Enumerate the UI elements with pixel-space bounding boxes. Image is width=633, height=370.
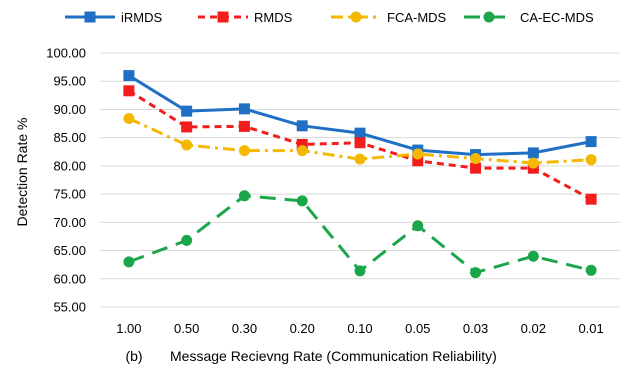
- data-point: [585, 193, 597, 205]
- legend-item-ca-ec-mds: CA-EC-MDS: [464, 10, 594, 25]
- data-point: [527, 250, 539, 262]
- data-point: [412, 148, 424, 160]
- data-point: [296, 145, 308, 157]
- series-group: [123, 70, 597, 279]
- data-point: [181, 234, 193, 246]
- series-ca-ec-mds: [123, 190, 597, 279]
- y-tick-label: 70.00: [53, 215, 86, 230]
- legend-item-fca-mds: FCA-MDS: [331, 10, 447, 25]
- data-point: [123, 85, 135, 97]
- x-tick-label: 0.01: [578, 321, 603, 336]
- data-point: [238, 120, 250, 132]
- data-point: [181, 121, 193, 133]
- x-tick-label: 0.30: [232, 321, 257, 336]
- data-point: [412, 220, 424, 232]
- x-tick-label: 0.05: [405, 321, 430, 336]
- x-tick-label: 0.02: [521, 321, 546, 336]
- data-point: [354, 153, 366, 165]
- data-point: [527, 157, 539, 169]
- data-point: [470, 267, 482, 279]
- x-tick-label: 0.03: [463, 321, 488, 336]
- data-point: [527, 147, 539, 159]
- data-point: [470, 162, 482, 174]
- y-tick-label: 100.00: [46, 46, 86, 61]
- x-tick-label: 0.50: [174, 321, 199, 336]
- data-point: [181, 105, 193, 117]
- data-point: [238, 190, 250, 202]
- legend-label: CA-EC-MDS: [520, 10, 594, 25]
- legend-marker: [84, 11, 96, 23]
- data-point: [123, 112, 135, 124]
- legend-marker: [217, 11, 229, 23]
- series-rmds: [123, 85, 597, 205]
- x-tick-label: 0.20: [290, 321, 315, 336]
- data-point: [123, 70, 135, 82]
- series-line: [128, 194, 592, 275]
- y-tick-label: 80.00: [53, 158, 86, 173]
- data-point: [296, 120, 308, 132]
- series-line: [128, 117, 592, 165]
- y-axis-label: Detection Rate %: [14, 118, 30, 227]
- legend-label: iRMDS: [121, 10, 162, 25]
- legend-item-rmds: RMDS: [198, 10, 293, 25]
- y-tick-label: 65.00: [53, 243, 86, 258]
- y-tick-label: 55.00: [53, 300, 86, 315]
- data-point: [296, 195, 308, 207]
- legend-label: RMDS: [254, 10, 293, 25]
- x-tick-label: 1.00: [116, 321, 141, 336]
- data-point: [412, 155, 424, 167]
- y-tick-label: 75.00: [53, 187, 86, 202]
- y-tick-label: 85.00: [53, 130, 86, 145]
- data-point: [123, 256, 135, 268]
- x-tick-labels: 1.00 0.50 0.30 0.20 0.10 0.05 0.03 0.02 0.01: [116, 321, 604, 336]
- y-tick-label: 90.00: [53, 102, 86, 117]
- data-point: [354, 265, 366, 277]
- y-tick-label: 95.00: [53, 74, 86, 89]
- panel-label: (b): [125, 348, 142, 364]
- legend-marker: [350, 11, 362, 23]
- data-point: [585, 154, 597, 166]
- legend-item-irmds: iRMDS: [65, 10, 162, 25]
- legend-label: FCA-MDS: [387, 10, 447, 25]
- x-axis-label: Message Recievng Rate (Communication Rel…: [170, 348, 497, 364]
- data-point: [354, 137, 366, 149]
- y-tick-labels: 55.00 60.00 65.00 70.00 75.00 80.00 85.00 90.00…: [46, 46, 86, 315]
- series-fca-mds: [123, 112, 597, 169]
- legend: iRMDS RMDS FCA-MDS CA-EC-MDS: [65, 10, 594, 25]
- y-tick-label: 60.00: [53, 271, 86, 286]
- data-point: [238, 103, 250, 115]
- data-point: [181, 139, 193, 151]
- data-point: [470, 153, 482, 165]
- data-point: [296, 138, 308, 150]
- x-tick-label: 0.10: [347, 321, 372, 336]
- legend-marker: [483, 11, 495, 23]
- data-point: [585, 264, 597, 276]
- data-point: [238, 145, 250, 157]
- data-point: [354, 127, 366, 139]
- data-point: [585, 136, 597, 148]
